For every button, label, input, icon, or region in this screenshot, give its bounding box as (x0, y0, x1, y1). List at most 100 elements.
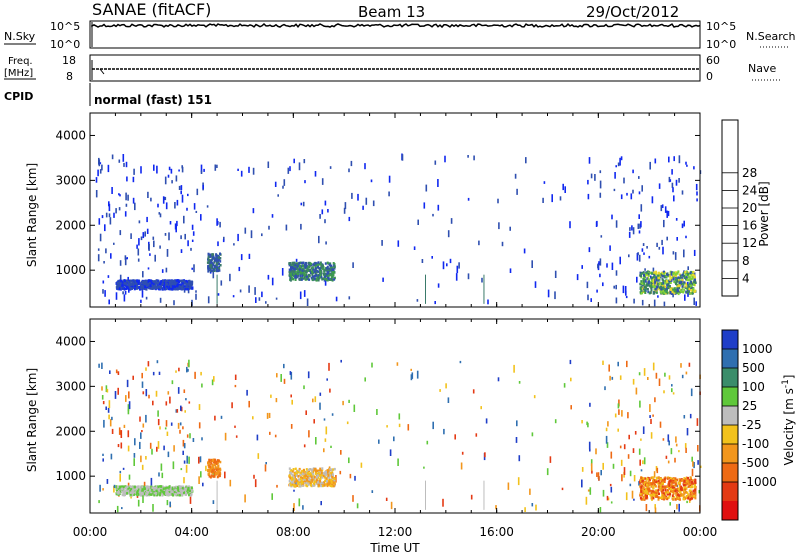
patch-mark (668, 485, 671, 488)
scatter-mark (668, 440, 670, 446)
scatter-mark (669, 502, 671, 506)
scatter-mark (124, 255, 127, 260)
patch-mark (324, 275, 326, 278)
patch-mark (662, 487, 664, 490)
patch-mark (207, 267, 210, 270)
patch-mark (301, 277, 304, 280)
colorbar-segment (722, 349, 738, 369)
patch-mark (191, 280, 194, 284)
colorbar-segment (722, 368, 738, 388)
scatter-mark (416, 370, 419, 379)
scatter-mark (335, 475, 337, 483)
patch-mark (292, 468, 295, 471)
patch-mark (288, 262, 291, 265)
colorbar-segment (722, 425, 738, 445)
patch-mark (688, 282, 691, 285)
station-title: SANAE (fitACF) (92, 0, 211, 19)
patch-mark (307, 265, 310, 269)
colorbar-tick-label: 20 (742, 201, 757, 215)
patch-mark (314, 261, 317, 265)
scatter-mark (638, 372, 641, 376)
patch-mark (673, 280, 676, 283)
patch-mark (679, 280, 682, 283)
scatter-mark (683, 220, 685, 227)
scatter-mark (533, 395, 536, 399)
patch-mark (132, 283, 135, 287)
freq-unit-label: [MHz] (4, 68, 33, 79)
patch-mark (687, 275, 690, 279)
patch-mark (652, 476, 655, 479)
scatter-mark (313, 419, 315, 424)
patch-mark (158, 282, 161, 286)
patch-mark (664, 281, 667, 285)
scatter-mark (688, 362, 691, 367)
patch-mark (294, 467, 297, 471)
patch-mark (183, 488, 186, 491)
scatter-mark (158, 371, 161, 375)
patch-mark (318, 484, 320, 487)
patch-mark (692, 482, 695, 485)
patch-mark (324, 483, 327, 486)
scatter-mark (610, 451, 613, 459)
patch-mark (640, 272, 643, 276)
scatter-mark (443, 428, 445, 435)
patch-mark (686, 290, 688, 294)
scatter-mark (124, 257, 127, 266)
scatter-mark (287, 167, 290, 174)
scatter-mark (437, 179, 439, 187)
patch-mark (218, 473, 221, 477)
patch-mark (319, 273, 322, 277)
scatter-mark (602, 489, 605, 497)
patch-mark (323, 484, 326, 487)
patch-mark (177, 287, 180, 290)
scatter-mark (126, 257, 128, 260)
patch-mark (662, 272, 664, 276)
patch-mark (315, 279, 318, 282)
patch-mark (656, 495, 659, 498)
patch-mark (642, 495, 645, 499)
patch-mark (309, 481, 312, 484)
patch-mark (302, 261, 305, 264)
patch-mark (157, 486, 160, 489)
patch-mark (117, 487, 120, 490)
patch-mark (657, 498, 660, 501)
cpid-text: normal (fast) 151 (94, 93, 212, 107)
patch-mark (680, 493, 683, 496)
scatter-mark (293, 503, 295, 511)
patch-mark (332, 273, 335, 277)
patch-mark (643, 289, 646, 293)
patch-mark (685, 282, 688, 285)
patch-mark (325, 470, 327, 474)
scatter-mark (175, 409, 178, 413)
patch-mark (324, 479, 327, 483)
patch-mark (647, 485, 650, 489)
scatter-mark (159, 245, 161, 249)
patch-mark (675, 291, 678, 294)
scatter-mark (234, 384, 237, 388)
patch-mark (660, 482, 663, 485)
scatter-mark (172, 461, 175, 470)
patch-mark (154, 492, 157, 495)
scatter-mark (353, 404, 356, 412)
patch-mark (665, 490, 668, 494)
patch-mark (289, 483, 291, 487)
scatter-mark (569, 221, 571, 229)
patch-mark (299, 272, 302, 275)
patch-mark (685, 270, 688, 273)
scatter-mark (244, 227, 247, 234)
scatter-mark (99, 169, 102, 174)
scatter-mark (188, 359, 190, 368)
patch-mark (694, 494, 697, 497)
scatter-mark (588, 247, 591, 253)
patch-mark (687, 497, 690, 500)
scatter-mark (563, 383, 566, 388)
scatter-mark (612, 463, 615, 469)
scatter-mark (167, 391, 170, 395)
patch-mark (309, 474, 312, 477)
patch-mark (321, 484, 324, 488)
scatter-mark (238, 266, 241, 272)
scatter-mark (619, 375, 622, 380)
patch-mark (186, 488, 189, 491)
patch-mark (305, 468, 308, 471)
